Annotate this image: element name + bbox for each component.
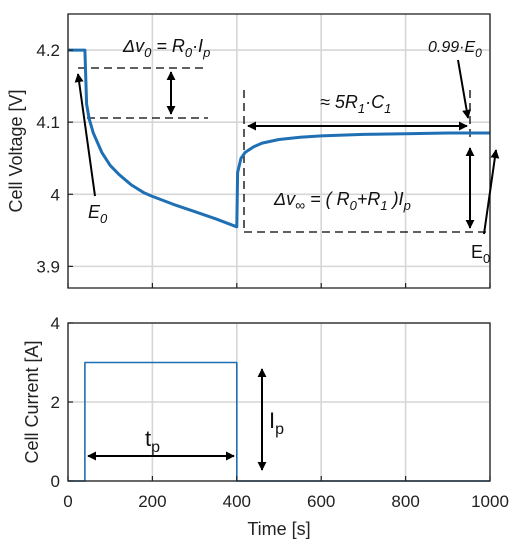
bot-xtick-label-5: 1000 (471, 492, 509, 511)
e99-label: 0.99·E0 (428, 39, 482, 60)
bot-xtick-label-1: 200 (138, 492, 166, 511)
voltage-y-axis-label: Cell Voltage [V] (6, 89, 26, 212)
e0-right-label: E0 (471, 242, 490, 266)
dv0-label: Δv0 = R0·Ip (122, 36, 210, 60)
top-ytick-label-2: 4.1 (36, 113, 60, 132)
current-y-ticks: 0 2 4 (51, 314, 73, 491)
current-annotations: tp Ip (87, 368, 284, 471)
dvinf-label: Δv∞ = ( R0+R1 )Ip (273, 189, 411, 213)
current-y-axis-label: Cell Current [A] (22, 340, 42, 463)
bot-xtick-label-4: 800 (391, 492, 419, 511)
voltage-series (68, 48, 490, 229)
bot-ytick-label-2: 4 (51, 314, 60, 333)
voltage-chart: 3.9 4 4.1 4.2 Cell Voltage [V] Δv0 = R0·Ip … (6, 13, 500, 289)
top-series-line-0 (68, 48, 490, 229)
top-ytick-label-0: 3.9 (36, 257, 60, 276)
voltage-x-ticks (67, 283, 491, 288)
e99-pointer (457, 59, 472, 119)
current-x-axis-label: Time [s] (247, 519, 310, 539)
bot-xtick-label-3: 600 (307, 492, 335, 511)
e0-right-pointer (483, 149, 500, 235)
top-ytick-label-1: 4 (51, 185, 60, 204)
bot-ytick-label-1: 2 (51, 393, 60, 412)
bot-ytick-label-0: 0 (51, 472, 60, 491)
tau-label: ≈ 5R1·C1 (320, 92, 391, 116)
bot-xtick-label-0: 0 (63, 492, 72, 511)
e0-left-label: E0 (88, 202, 108, 226)
tp-label: tp (145, 426, 160, 456)
voltage-axes-frame (67, 13, 491, 289)
top-ytick-label-3: 4.2 (36, 41, 60, 60)
bot-xtick-label-2: 400 (223, 492, 251, 511)
current-chart: 0 2 4 0 200 400 600 800 1000 Cell Current [A] T… (22, 314, 509, 539)
voltage-y-ticks: 3.9 4 4.1 4.2 (36, 41, 73, 276)
e0-left-pointer (74, 73, 96, 197)
current-grid (67, 322, 491, 482)
voltage-annotations: Δv0 = R0·Ip E0 ≈ 5R1·C1 0.99·E0 Δv∞ = ( … (74, 36, 500, 266)
current-x-ticks: 0 200 400 600 800 1000 (63, 476, 509, 511)
ip-label: Ip (269, 408, 284, 438)
